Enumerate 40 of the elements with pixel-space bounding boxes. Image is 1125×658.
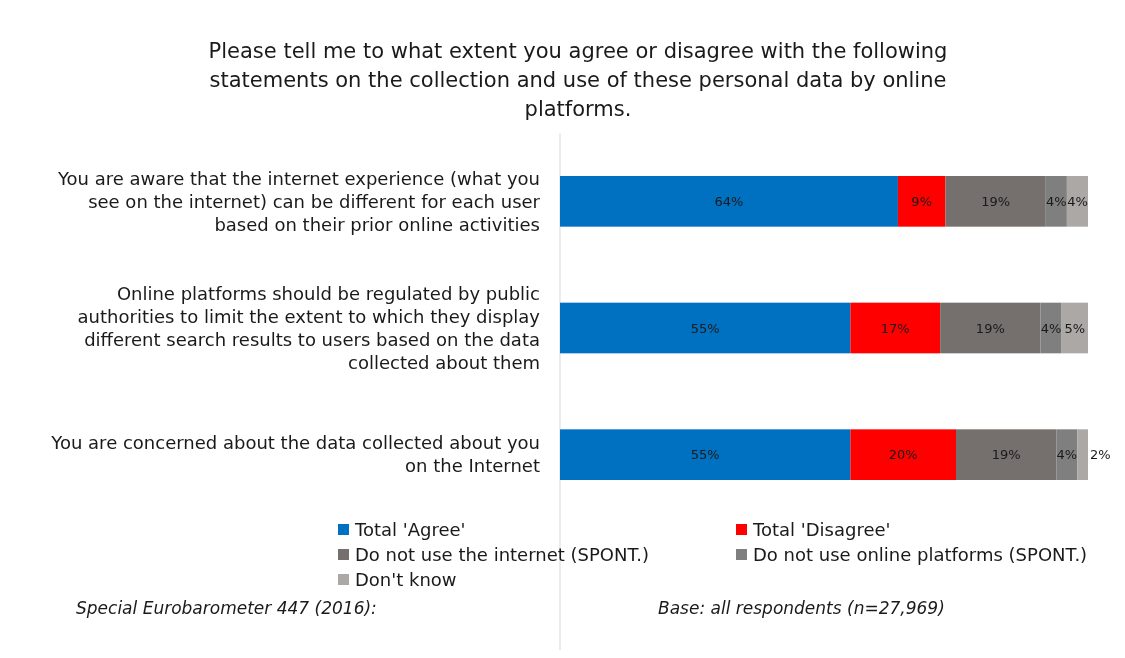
data-label: 19% bbox=[975, 320, 1005, 336]
y-tick-label: Online platforms should be regulated by public authorities to limit the extent to which they display different search results to users based on the data collected about them bbox=[77, 282, 541, 373]
bar bbox=[560, 302, 851, 354]
bar bbox=[956, 429, 1057, 480]
y-tick-label: You are aware that the internet experience (what you see on the internet) can be different for each user based on their prior online activities bbox=[56, 167, 541, 235]
data-label: 5% bbox=[1064, 320, 1086, 336]
bar bbox=[560, 176, 898, 227]
bar bbox=[850, 302, 941, 354]
text: Special Eurobarometer 447 (2016): bbox=[76, 598, 377, 618]
chart-title: Please tell me to what extent you agree or disagree with the following statements on the collection and use of these personal data by online platforms. bbox=[208, 39, 948, 121]
data-label: 9% bbox=[911, 193, 932, 209]
legend-label: Total 'Agree' bbox=[354, 519, 466, 541]
bar bbox=[1045, 176, 1067, 227]
bar bbox=[1077, 429, 1088, 480]
bar bbox=[945, 176, 1046, 227]
data-label: 20% bbox=[888, 447, 918, 463]
data-label: 4% bbox=[1067, 193, 1088, 209]
legend-label: Do not use the internet (SPONT.) bbox=[355, 544, 650, 566]
bar bbox=[897, 176, 946, 227]
bar bbox=[1040, 302, 1062, 354]
data-label: 55% bbox=[690, 320, 720, 336]
legend-label: Don't know bbox=[355, 569, 457, 591]
data-label: 4% bbox=[1056, 447, 1078, 463]
legend-label: Total 'Disagree' bbox=[752, 519, 891, 541]
data-label: 4% bbox=[1046, 193, 1067, 209]
data-label: 4% bbox=[1040, 320, 1062, 336]
data-label: 55% bbox=[690, 447, 720, 463]
annotation: Base: all respondents (n=27,969) bbox=[658, 598, 945, 618]
data-label: 17% bbox=[880, 320, 910, 336]
legend-label: Do not use online platforms (SPONT.) bbox=[753, 544, 1088, 566]
bar bbox=[1066, 176, 1088, 227]
data-label: 19% bbox=[981, 193, 1011, 209]
data-label: 2% bbox=[1090, 447, 1111, 463]
bar bbox=[940, 302, 1041, 354]
bar bbox=[1056, 429, 1078, 480]
y-tick-label: You are concerned about the data collected about you on the Internet bbox=[50, 432, 540, 477]
bar bbox=[560, 429, 851, 480]
bar bbox=[850, 429, 956, 480]
data-label: 64% bbox=[714, 193, 744, 209]
data-label: 19% bbox=[991, 447, 1021, 463]
